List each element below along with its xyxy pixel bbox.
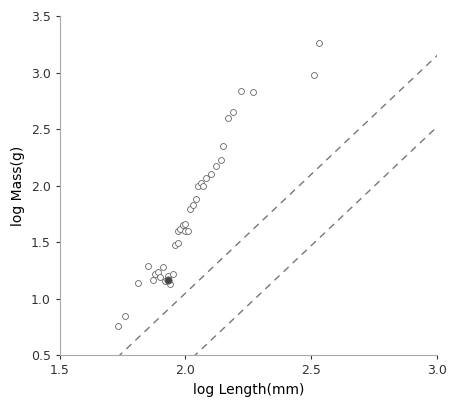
Point [199, 182, 207, 189]
Point [182, 228, 189, 234]
Point [184, 228, 191, 234]
Point [207, 171, 214, 177]
Point [167, 281, 174, 287]
Y-axis label: log Mass(g): log Mass(g) [11, 146, 25, 226]
Point [197, 180, 204, 187]
Point [114, 323, 121, 329]
Point [212, 163, 219, 170]
Point [177, 225, 184, 232]
Point [164, 273, 171, 279]
Point [237, 87, 245, 94]
Point [202, 175, 209, 181]
X-axis label: log Length(mm): log Length(mm) [193, 383, 304, 397]
Point [174, 228, 181, 234]
Point [164, 276, 171, 283]
Point [182, 221, 189, 227]
Point [134, 279, 142, 286]
Point [144, 263, 152, 269]
Point [121, 313, 129, 319]
Point [189, 202, 196, 208]
Point [310, 72, 317, 78]
Point [154, 268, 162, 275]
Point [187, 206, 194, 213]
Point [250, 89, 257, 95]
Point [159, 264, 166, 271]
Point [174, 240, 181, 246]
Point [169, 271, 176, 277]
Point [152, 271, 159, 277]
Point [315, 40, 322, 47]
Point [179, 222, 186, 228]
Point [172, 241, 179, 248]
Point [192, 196, 199, 202]
Point [219, 143, 227, 149]
Point [229, 109, 237, 115]
Point [224, 115, 232, 121]
Point [217, 156, 224, 163]
Point [157, 274, 164, 281]
Point [149, 276, 157, 283]
Point [194, 182, 202, 189]
Point [162, 277, 169, 284]
